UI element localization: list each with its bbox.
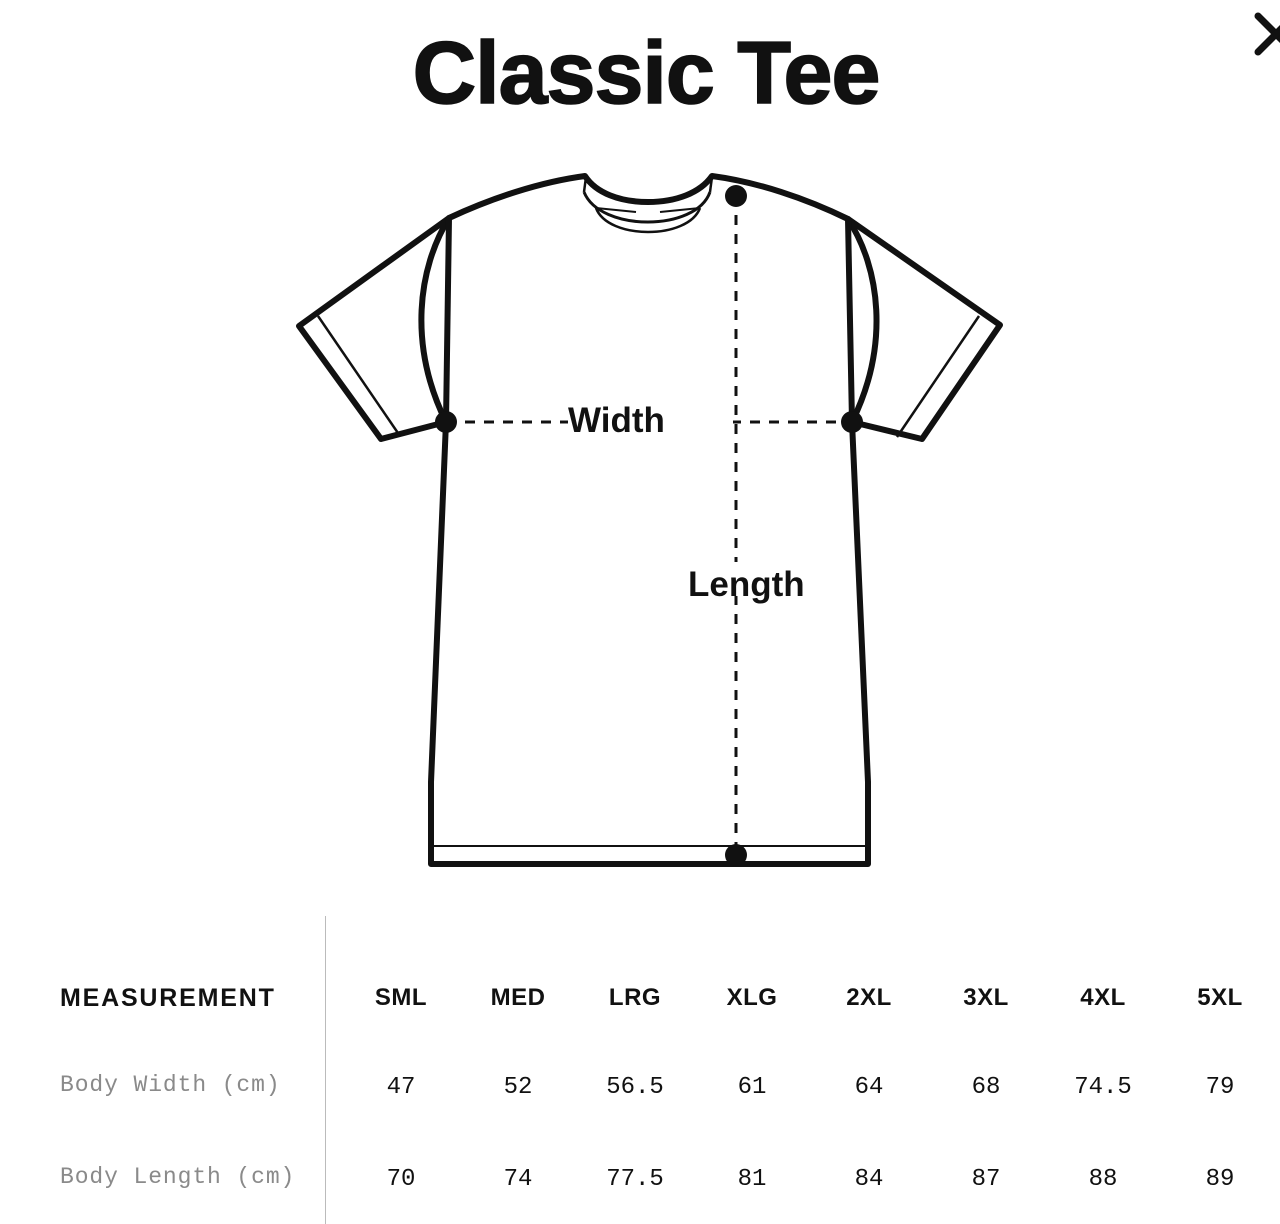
svg-text:Length: Length — [688, 565, 805, 604]
svg-text:Width: Width — [568, 401, 665, 440]
